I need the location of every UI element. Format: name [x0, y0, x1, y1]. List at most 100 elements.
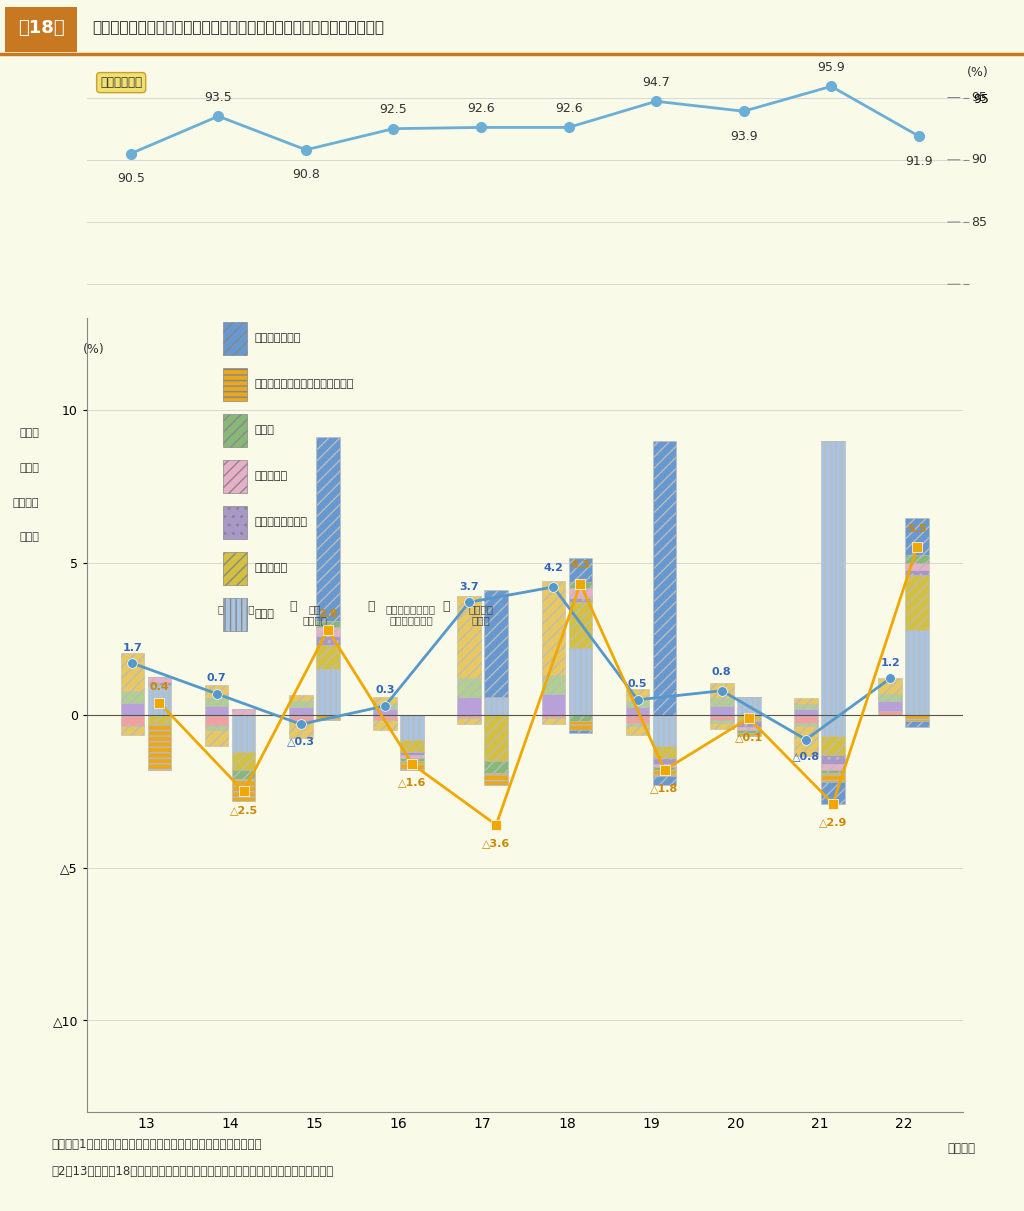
Text: 92.6: 92.6 — [555, 102, 583, 115]
Text: 1.7: 1.7 — [123, 643, 142, 653]
Text: △1.6: △1.6 — [397, 777, 426, 787]
Bar — [737, 696, 761, 714]
Text: 普通交付税: 普通交付税 — [254, 563, 288, 573]
Bar — [316, 714, 340, 719]
Bar — [795, 705, 818, 708]
Bar — [147, 684, 171, 714]
Bar — [821, 754, 845, 764]
Bar — [400, 761, 424, 770]
FancyBboxPatch shape — [223, 322, 247, 355]
Bar — [710, 723, 733, 729]
Bar — [542, 714, 565, 718]
Text: 0.5: 0.5 — [628, 679, 647, 689]
Bar — [652, 764, 676, 767]
Text: 第18図: 第18図 — [17, 19, 65, 38]
Bar — [400, 714, 424, 740]
Bar — [905, 570, 929, 575]
Bar — [737, 714, 761, 722]
Bar — [458, 678, 481, 696]
Bar — [316, 620, 340, 626]
Bar — [484, 773, 508, 785]
Bar — [652, 776, 676, 785]
Text: △0.1: △0.1 — [734, 731, 763, 742]
Bar — [289, 714, 312, 722]
Text: （年度）: （年度） — [947, 1142, 975, 1155]
Bar — [795, 699, 818, 705]
Text: 92.6: 92.6 — [467, 102, 495, 115]
Text: ＋: ＋ — [289, 601, 297, 613]
Bar — [821, 764, 845, 770]
Text: 臨時財政対策債: 臨時財政対策債 — [254, 333, 301, 344]
Text: 0.8: 0.8 — [712, 667, 731, 677]
Bar — [374, 714, 397, 719]
Bar — [568, 558, 592, 582]
Bar — [205, 684, 228, 699]
Bar — [147, 714, 171, 724]
Text: 85: 85 — [972, 216, 987, 229]
Bar — [458, 696, 481, 714]
Bar — [626, 723, 649, 725]
Bar — [400, 752, 424, 754]
Bar — [879, 701, 902, 711]
Bar — [795, 725, 818, 757]
Bar — [710, 706, 733, 714]
Bar — [147, 682, 171, 684]
Bar — [905, 555, 929, 563]
Text: その他: その他 — [19, 429, 39, 438]
Bar — [821, 714, 845, 736]
Text: 臨時財政
対策債: 臨時財政 対策債 — [469, 604, 494, 626]
Text: (%): (%) — [83, 343, 104, 356]
Bar — [879, 711, 902, 714]
Bar — [626, 689, 649, 701]
Bar — [542, 718, 565, 724]
Text: 地方特例交付金等: 地方特例交付金等 — [254, 517, 307, 527]
Bar — [231, 714, 255, 752]
Bar — [879, 678, 902, 694]
Bar — [231, 779, 255, 800]
Bar — [374, 705, 397, 708]
Bar — [568, 589, 592, 598]
Bar — [737, 734, 761, 736]
Bar — [289, 722, 312, 737]
Text: 92.5: 92.5 — [380, 103, 408, 116]
FancyBboxPatch shape — [223, 598, 247, 631]
Text: (%): (%) — [967, 67, 989, 79]
Text: 経常
一般財源: 経常 一般財源 — [302, 604, 328, 626]
Bar — [652, 441, 676, 714]
Text: 2　13年度から18年度の減収補填債特例分の増減率は減税補填債の増減率である。: 2 13年度から18年度の減収補填債特例分の増減率は減税補填債の増減率である。 — [51, 1165, 334, 1177]
Bar — [121, 653, 144, 690]
Bar — [568, 582, 592, 589]
Text: 経常収支比率を構成する分子及び分母の増減状況（その２　都道府県）: 経常収支比率を構成する分子及び分母の増減状況（その２ 都道府県） — [92, 21, 384, 35]
Bar — [905, 630, 929, 714]
Text: 94.7: 94.7 — [642, 76, 670, 88]
FancyBboxPatch shape — [223, 368, 247, 401]
Bar — [821, 441, 845, 714]
Bar — [316, 636, 340, 645]
Bar — [905, 518, 929, 555]
Text: 95: 95 — [972, 91, 987, 104]
Bar — [568, 648, 592, 714]
Bar — [568, 714, 592, 722]
Bar — [458, 718, 481, 724]
Bar — [568, 598, 592, 602]
Bar — [484, 590, 508, 696]
Bar — [231, 770, 255, 779]
Text: 95.9: 95.9 — [817, 61, 845, 74]
Bar — [795, 708, 818, 714]
Bar — [205, 699, 228, 706]
Bar — [821, 782, 845, 804]
Bar — [626, 714, 649, 723]
Text: △3.6: △3.6 — [482, 839, 510, 849]
Bar — [205, 706, 228, 714]
Bar — [905, 722, 929, 728]
Bar — [821, 773, 845, 782]
Bar — [289, 695, 312, 701]
FancyBboxPatch shape — [223, 414, 247, 447]
Bar — [821, 736, 845, 754]
Text: 0.4: 0.4 — [150, 682, 169, 693]
Bar — [316, 626, 340, 636]
Bar — [710, 683, 733, 699]
Bar — [652, 714, 676, 746]
Text: 地方税: 地方税 — [254, 609, 274, 619]
Bar — [652, 746, 676, 758]
